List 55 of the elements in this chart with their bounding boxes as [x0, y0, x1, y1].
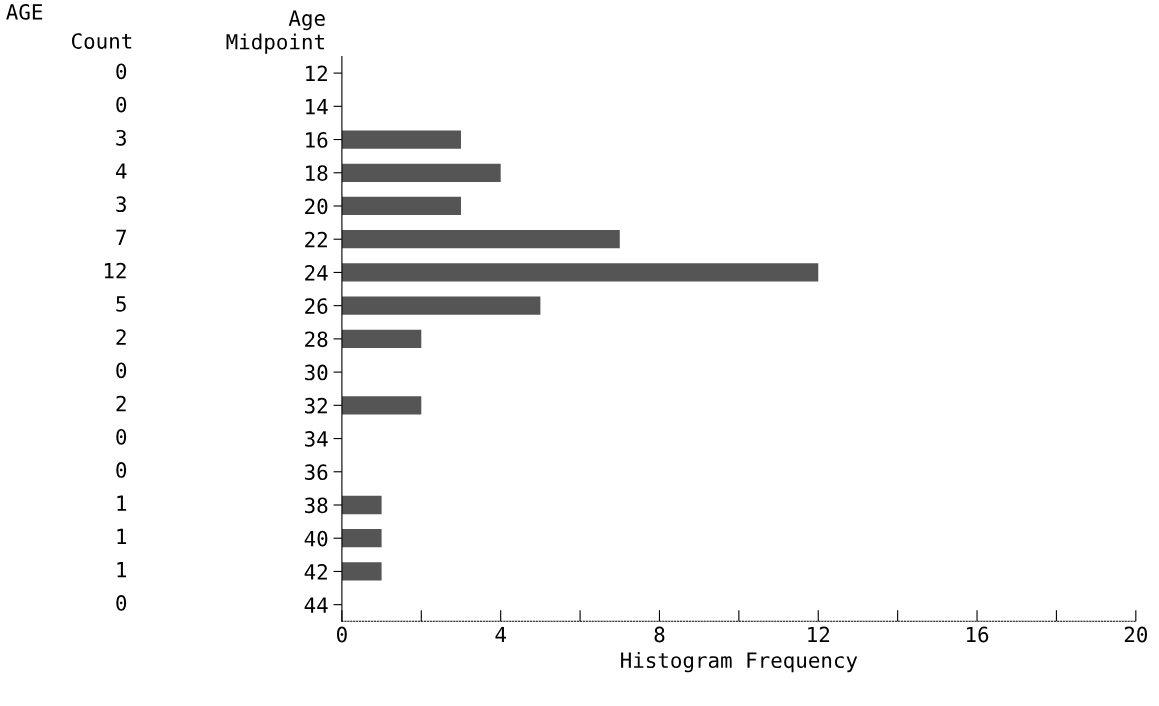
- bar: [341, 396, 422, 415]
- bar: [341, 329, 422, 349]
- data-label: 0: [116, 462, 127, 478]
- y-tick-label: 34: [305, 431, 328, 447]
- y-tick-label: 14: [306, 99, 328, 115]
- bar: [341, 529, 382, 548]
- bar: [341, 196, 461, 216]
- y-tick-label: 28: [305, 331, 328, 348]
- data-label: 0: [116, 362, 127, 379]
- data-label: 12: [104, 262, 126, 279]
- x-tick-label: 20: [1124, 626, 1148, 643]
- data-label: 1: [117, 562, 127, 578]
- y-tick-label: 36: [305, 464, 328, 481]
- x-axis-title: Histogram Frequency: [621, 651, 858, 673]
- data-label: 0: [116, 595, 127, 611]
- data-label: 4: [115, 163, 127, 179]
- bar: [341, 263, 819, 282]
- y-axis-title: Age Midpoint: [226, 10, 325, 54]
- x-tick-label: 4: [495, 626, 506, 643]
- y-tick-label: 44: [304, 597, 328, 613]
- y-tick-label: 30: [305, 364, 328, 381]
- y-tick-label: 22: [305, 231, 327, 248]
- bar: [341, 562, 382, 581]
- y-tick-label: 38: [305, 497, 328, 514]
- y-tick-label: 20: [305, 198, 328, 215]
- data-label: 5: [116, 296, 126, 312]
- y-tick-label: 26: [305, 298, 328, 314]
- data-label: 0: [116, 63, 127, 80]
- data-label: 1: [117, 528, 127, 545]
- data-label: 1: [117, 495, 127, 511]
- text: Count: [71, 33, 132, 49]
- data-label: 3: [116, 196, 126, 213]
- text: AGE: [6, 4, 43, 20]
- y-tick-label: 32: [305, 397, 327, 414]
- bar: [341, 163, 501, 182]
- data-label: 0: [116, 428, 127, 445]
- x-tick-label: 8: [654, 626, 665, 643]
- data-label: 3: [116, 129, 126, 146]
- y-tick-label: 12: [306, 65, 327, 82]
- bar: [341, 296, 541, 315]
- x-tick-label: 0: [336, 626, 347, 643]
- x-tick-label: 12: [808, 626, 830, 643]
- y-tick-label: 24: [305, 264, 328, 281]
- x-tick-label: 16: [967, 626, 989, 643]
- y-tick-label: 40: [304, 530, 328, 547]
- y-tick-label: 18: [306, 165, 328, 182]
- y-tick-label: 16: [306, 132, 328, 148]
- data-label: 0: [116, 96, 127, 113]
- data-label: 2: [116, 395, 126, 412]
- data-label: 2: [116, 329, 126, 345]
- bar: [341, 230, 620, 249]
- y-tick-label: 42: [304, 563, 327, 580]
- data-label: 7: [116, 229, 126, 246]
- bar: [341, 130, 461, 149]
- bar: [341, 495, 382, 515]
